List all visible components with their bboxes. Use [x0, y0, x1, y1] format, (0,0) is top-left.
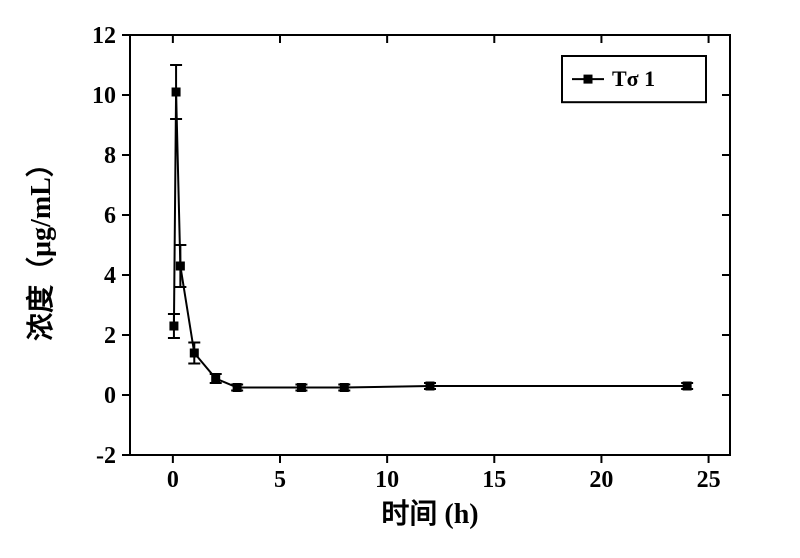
x-tick-label: 0 — [167, 467, 179, 493]
data-marker — [340, 384, 348, 392]
y-tick-label: 2 — [104, 323, 116, 349]
pk-chart: 0 5 10 15 20 25 -2 0 2 4 6 8 10 12 时间 (h) 浓度（μg/mL） Tσ 1 — [0, 0, 800, 558]
x-tick-label: 25 — [697, 467, 721, 493]
data-marker — [683, 382, 691, 390]
data-marker — [170, 322, 178, 330]
data-marker — [297, 384, 305, 392]
series-line — [174, 92, 687, 388]
x-tick-label: 10 — [375, 467, 399, 493]
y-tick-label: 6 — [104, 203, 116, 229]
y-tick-label: 4 — [104, 263, 116, 289]
x-tick-label: 20 — [589, 467, 613, 493]
data-marker — [172, 88, 180, 96]
legend-label: Tσ 1 — [612, 66, 655, 91]
y-tick-label: -2 — [96, 443, 116, 469]
y-axis-title: 浓度（μg/mL） — [24, 149, 57, 341]
chart-container: 0 5 10 15 20 25 -2 0 2 4 6 8 10 12 时间 (h) 浓度（μg/mL） Tσ 1 — [0, 0, 800, 558]
y-tick-label: 8 — [104, 143, 116, 169]
data-marker — [212, 375, 220, 383]
y-tick-label: 12 — [92, 23, 116, 49]
x-tick-label: 5 — [274, 467, 286, 493]
x-axis-title: 时间 (h) — [381, 498, 478, 530]
data-marker — [426, 382, 434, 390]
data-marker — [233, 384, 241, 392]
data-marker — [190, 349, 198, 357]
x-tick-label: 15 — [482, 467, 506, 493]
y-tick-label: 0 — [104, 383, 116, 409]
data-marker — [176, 262, 184, 270]
y-tick-label: 10 — [92, 83, 116, 109]
